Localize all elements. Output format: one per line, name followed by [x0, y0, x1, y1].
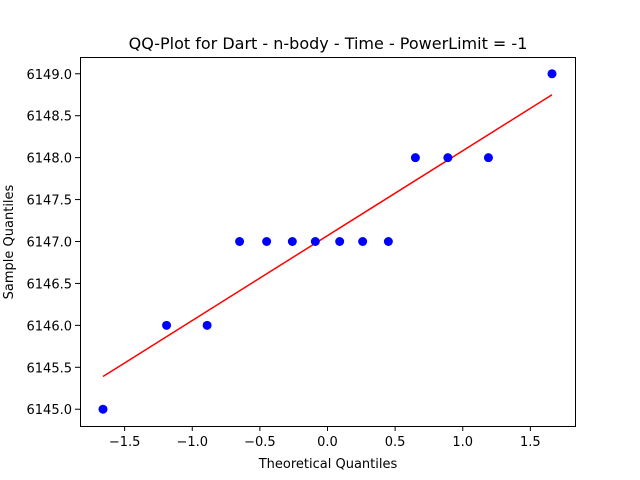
data-point: [443, 153, 453, 163]
x-tick-label: 0.0: [317, 435, 338, 450]
data-point: [483, 153, 493, 163]
y-tick-label: 6147.0: [27, 236, 73, 251]
y-tick-label: 6148.0: [27, 152, 73, 167]
data-point: [162, 320, 172, 330]
y-tick-label: 6146.0: [27, 319, 73, 334]
y-axis-label: Sample Quantiles: [2, 184, 17, 299]
x-tick-label: 0.5: [385, 435, 406, 450]
data-point: [235, 237, 245, 246]
plot-area: [98, 69, 557, 414]
y-tick-label: 6146.5: [27, 277, 73, 292]
data-point: [98, 404, 108, 414]
data-point: [335, 237, 345, 246]
y-tick-label: 6148.5: [27, 110, 73, 125]
y-tick-label: 6145.0: [27, 403, 73, 418]
data-point: [358, 237, 368, 246]
data-point: [202, 320, 212, 330]
plot-frame: [80, 57, 576, 427]
x-tick-label: 1.0: [452, 435, 473, 450]
y-tick-label: 6147.5: [27, 194, 73, 209]
data-point: [262, 237, 272, 246]
chart-title: QQ-Plot for Dart - n-body - Time - Power…: [129, 34, 528, 53]
x-tick-label: −1.0: [176, 435, 208, 450]
x-tick-label: −0.5: [244, 435, 276, 450]
x-tick-label: 1.5: [520, 435, 541, 450]
data-point: [547, 69, 557, 79]
data-point: [410, 153, 420, 163]
x-tick-label: −1.5: [109, 435, 141, 450]
data-point: [383, 237, 393, 246]
data-point: [310, 237, 320, 246]
y-tick-label: 6149.0: [27, 68, 73, 83]
y-tick-label: 6145.5: [27, 361, 73, 376]
y-axis: 6145.0 6145.5 6146.0 6146.5 6147.0 6147.5 6148…: [27, 68, 80, 418]
x-axis: −1.5 −1.0 −0.5 0.0 0.5 1.0 1.5: [109, 426, 541, 450]
reference-line: [102, 94, 553, 378]
x-axis-label: Theoretical Quantiles: [258, 457, 398, 472]
data-point: [287, 237, 297, 246]
